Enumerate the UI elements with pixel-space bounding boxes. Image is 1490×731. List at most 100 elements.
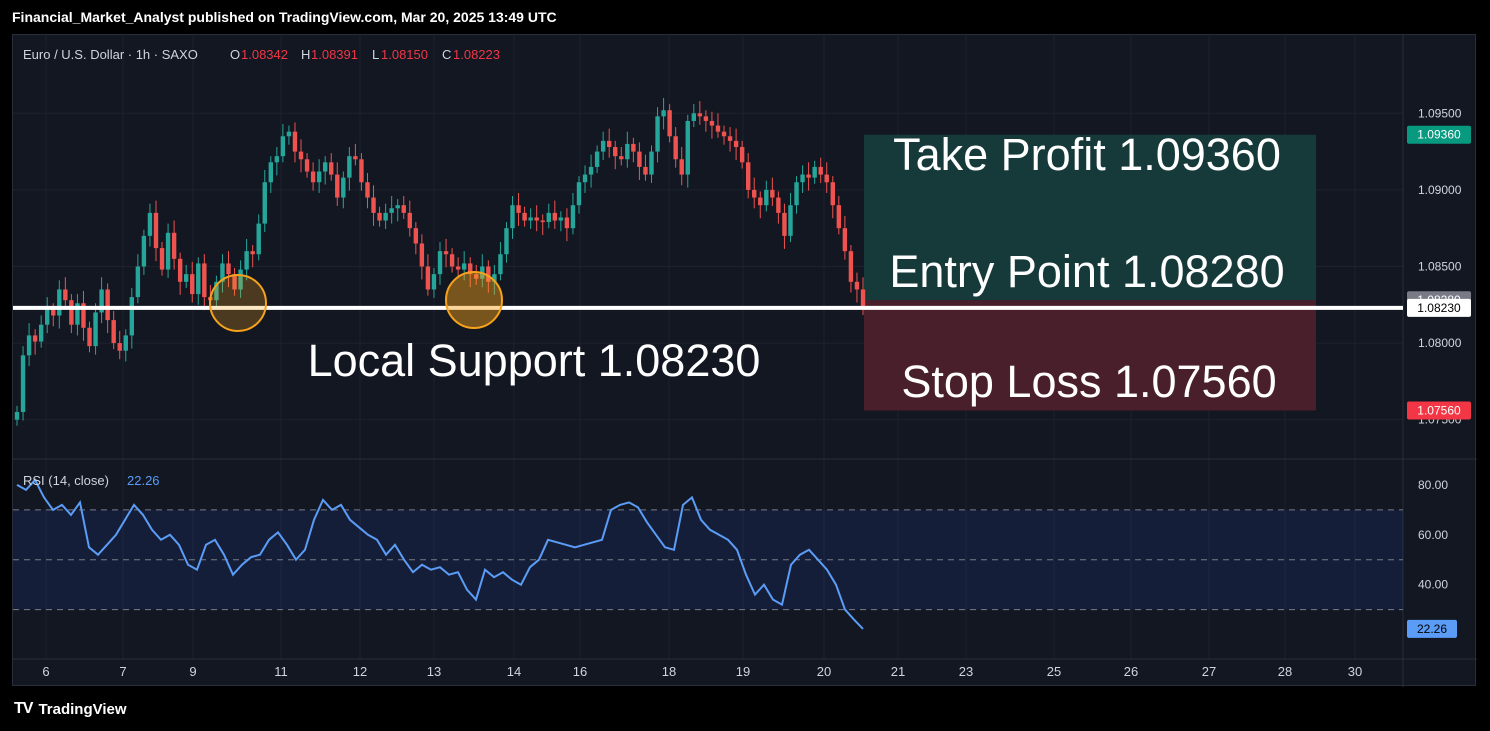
time-tick-label: 27 <box>1202 664 1216 679</box>
legend-close-value: 1.08223 <box>453 47 500 62</box>
candle-body <box>413 228 419 244</box>
time-tick-label: 20 <box>817 664 831 679</box>
local-support-label: Local Support 1.08230 <box>308 335 761 386</box>
candle-body <box>655 116 660 152</box>
candle-body <box>800 174 805 183</box>
candle-body <box>99 289 104 313</box>
candle-body <box>45 309 50 325</box>
candle-body <box>87 327 92 347</box>
time-tick-label: 13 <box>427 664 441 679</box>
price-badge <box>1407 298 1471 317</box>
candle-body <box>329 162 334 175</box>
entry-point-label: Entry Point 1.08280 <box>889 246 1284 297</box>
candle-body <box>607 140 612 147</box>
candle-body <box>214 281 219 301</box>
tradingview-footer[interactable]: TV TradingView <box>14 700 127 718</box>
candle-body <box>93 312 98 347</box>
candle-body <box>818 166 823 175</box>
candle-body <box>600 140 606 152</box>
candle-body <box>854 281 860 290</box>
price-tick-label: 1.08500 <box>1418 259 1462 273</box>
candle-body <box>238 269 243 290</box>
candle-body <box>129 297 135 336</box>
candle-body <box>26 335 32 356</box>
time-tick-label: 9 <box>189 664 196 679</box>
candle-body <box>63 289 68 301</box>
time-tick-label: 14 <box>507 664 521 679</box>
candle-body <box>552 212 558 221</box>
candle-body <box>528 217 533 221</box>
time-tick-label: 11 <box>274 664 288 679</box>
axes: 1.095001.090001.085001.080001.0750080.00… <box>42 106 1471 679</box>
price-tick-label: 1.09000 <box>1418 183 1462 197</box>
candle-body <box>117 343 122 351</box>
candle-body <box>177 258 183 282</box>
candle-body <box>377 212 382 221</box>
candle-body <box>824 174 829 183</box>
candle-body <box>51 309 56 316</box>
candle-body <box>105 289 110 321</box>
chart-panel[interactable]: 1.09500 1.09000 1.08500 1.08000 1.07500 80.00… <box>12 34 1477 687</box>
candle-body <box>492 274 497 282</box>
candle-body <box>159 248 165 270</box>
rsi-tick-label: 80.00 <box>1418 478 1448 492</box>
candle-body <box>286 131 292 137</box>
candle-body <box>752 189 757 198</box>
rsi-legend-value: 22.26 <box>127 473 160 488</box>
take-profit-zone <box>864 134 1316 301</box>
time-tick-label: 12 <box>353 664 367 679</box>
candle-body <box>733 140 739 147</box>
price-tick-label: 1.08000 <box>1418 336 1462 350</box>
price-tick-label: 1.09500 <box>1418 106 1462 120</box>
candle-body <box>631 143 636 152</box>
rsi-badge <box>1407 619 1457 638</box>
candle-body <box>389 208 394 213</box>
time-tick-label: 18 <box>662 664 676 679</box>
candle-body <box>643 166 648 175</box>
candle-body <box>510 205 515 229</box>
candle-body <box>431 274 437 290</box>
candle-body <box>739 147 745 163</box>
candle-body <box>274 156 280 163</box>
candle-body <box>443 251 449 255</box>
price-badge-label: 1.09360 <box>1417 128 1461 142</box>
candle-body <box>576 182 582 206</box>
candle-body <box>383 212 388 221</box>
candle-body <box>32 335 38 342</box>
candle-body <box>75 303 80 325</box>
candle-body <box>619 156 624 160</box>
candle-body <box>764 189 769 206</box>
time-tick-label: 26 <box>1124 664 1138 679</box>
candle-body <box>745 162 751 190</box>
candle-body <box>359 159 364 183</box>
candle-body <box>661 110 666 117</box>
legend-close-label: C <box>442 47 451 62</box>
time-tick-label: 25 <box>1047 664 1061 679</box>
candle-body <box>558 217 564 221</box>
rsi-line <box>16 478 864 630</box>
chart-canvas[interactable]: 1.095001.090001.085001.080001.0750080.00… <box>13 35 1477 687</box>
candle-body <box>667 110 672 137</box>
support-touch-circle <box>209 274 267 332</box>
candle-body <box>280 136 286 157</box>
candle-body <box>613 147 618 157</box>
candle-body <box>419 243 425 267</box>
rsi-pane <box>13 478 1403 630</box>
candle-body <box>649 151 654 175</box>
price-badge-label: 1.07560 <box>1417 403 1461 417</box>
candle-body <box>776 197 781 213</box>
candle-body <box>298 151 304 160</box>
time-tick-label: 6 <box>42 664 49 679</box>
time-tick-label: 28 <box>1278 664 1292 679</box>
candle-body <box>165 232 171 270</box>
candle-body <box>425 266 431 290</box>
symbol-legend: Euro / U.S. Dollar · 1h · SAXO O 1.08342… <box>23 47 500 488</box>
legend-open-value: 1.08342 <box>241 47 288 62</box>
candle-body <box>141 235 147 267</box>
candle-body <box>486 266 491 282</box>
legend-low-value: 1.08150 <box>381 47 428 62</box>
rsi-badge-label: 22.26 <box>1417 622 1447 636</box>
stop-loss-zone <box>864 300 1316 411</box>
legend-symbol: Euro / U.S. Dollar · 1h · SAXO <box>23 47 198 62</box>
candle-body <box>190 274 195 295</box>
